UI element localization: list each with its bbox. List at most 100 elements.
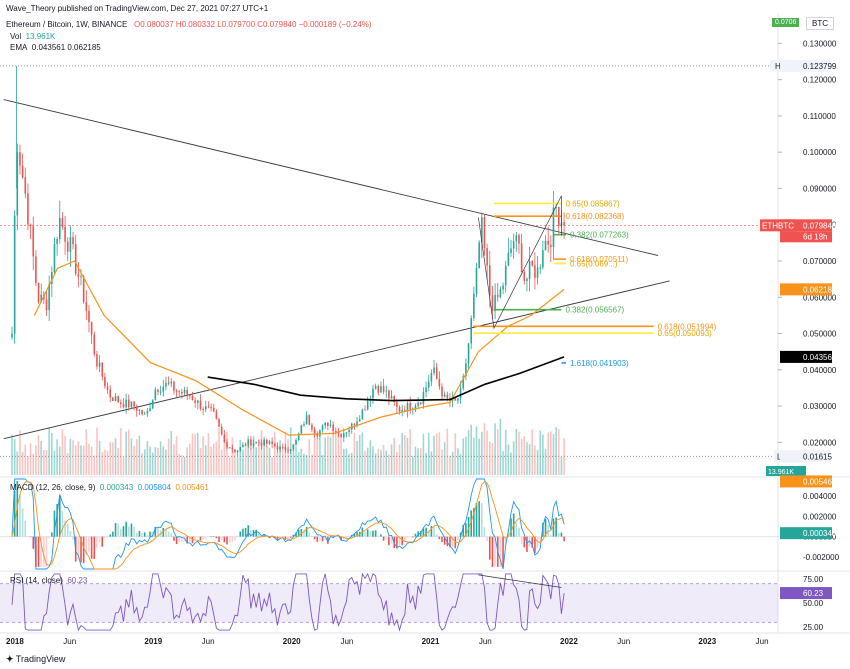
macd-histogram-bar bbox=[215, 536, 218, 539]
macd-histogram-bar bbox=[308, 532, 311, 537]
macd-histogram-bar bbox=[127, 526, 130, 537]
macd-tick-label: -0.002000 bbox=[803, 553, 840, 562]
fib-anchor-lines bbox=[478, 195, 562, 330]
macd-histogram-bar bbox=[162, 527, 165, 537]
candle-body bbox=[96, 354, 98, 367]
macd-histogram-bar bbox=[292, 534, 295, 537]
macd-histogram-bar bbox=[109, 534, 112, 537]
macd-histogram-bar bbox=[443, 536, 446, 545]
candle-body bbox=[406, 403, 409, 412]
volume-bar bbox=[459, 454, 462, 475]
candle-body bbox=[372, 388, 374, 399]
macd-histogram-bar bbox=[289, 536, 292, 538]
candle-body bbox=[563, 222, 565, 226]
volume-bar bbox=[48, 428, 50, 475]
macd-histogram-bar bbox=[11, 536, 13, 538]
volume-bar bbox=[154, 447, 157, 475]
candle-body bbox=[417, 402, 419, 406]
volume-bar bbox=[528, 444, 531, 475]
volume-bar bbox=[364, 450, 366, 475]
volume-bar bbox=[393, 437, 396, 475]
macd-histogram-bar bbox=[539, 536, 542, 543]
volume-bar bbox=[332, 429, 334, 475]
macd-histogram-bar bbox=[510, 518, 512, 537]
macd-histogram-bar bbox=[451, 536, 454, 548]
candle-body bbox=[260, 442, 263, 446]
macd-histogram-bar bbox=[138, 530, 141, 537]
price-tick-label: 0.100000 bbox=[803, 148, 837, 157]
macd-histogram-bar bbox=[120, 528, 122, 537]
volume-bar bbox=[390, 444, 393, 475]
volume-bar bbox=[297, 452, 300, 475]
volume-bar bbox=[486, 430, 488, 475]
candle-body bbox=[61, 217, 64, 227]
candle-body bbox=[104, 376, 106, 387]
volume-bar bbox=[141, 453, 143, 475]
candle-body bbox=[441, 386, 443, 397]
candle-body bbox=[191, 395, 194, 401]
rsi-divergence-line bbox=[478, 574, 562, 588]
macd-histogram-bar bbox=[438, 536, 441, 540]
macd-histogram-bar bbox=[319, 536, 321, 541]
candle-body bbox=[427, 381, 430, 388]
macd-histogram-bar bbox=[419, 531, 422, 537]
volume-bar bbox=[361, 432, 364, 475]
currency-button[interactable]: BTC bbox=[806, 17, 834, 30]
volume-bar bbox=[236, 456, 239, 475]
macd-histogram-bar bbox=[441, 536, 443, 542]
macd-histogram-bar bbox=[29, 536, 32, 538]
macd-histogram-bar bbox=[90, 536, 93, 559]
candle-body bbox=[303, 423, 305, 426]
time-tick-label: 2023 bbox=[698, 637, 716, 646]
fib-level-label: 0.65(0.050093) bbox=[658, 329, 713, 338]
volume-bar bbox=[305, 454, 308, 475]
volume-bar bbox=[260, 430, 263, 475]
symbol-name[interactable]: Ethereum / Bitcoin, 1W, BINANCE bbox=[6, 20, 128, 29]
macd-histogram-bar bbox=[204, 536, 207, 539]
macd-histogram-bar bbox=[457, 536, 459, 541]
macd-histogram-bar bbox=[544, 518, 547, 537]
volume-bar bbox=[80, 445, 82, 475]
volume-bar bbox=[382, 444, 385, 475]
volume-bar bbox=[239, 440, 242, 475]
macd-histogram-bar bbox=[64, 520, 66, 537]
volume-bar bbox=[377, 448, 380, 475]
volume-bar bbox=[138, 435, 141, 475]
volume-bar bbox=[40, 440, 42, 475]
candle-body bbox=[175, 390, 178, 392]
volume-bar bbox=[401, 433, 403, 475]
volume-bar bbox=[56, 439, 58, 475]
volume-bar bbox=[385, 450, 388, 475]
volume-bar bbox=[465, 436, 467, 475]
candle-body bbox=[496, 294, 499, 298]
candle-body bbox=[550, 244, 552, 247]
macd-histogram-bar bbox=[242, 528, 244, 537]
volume-bar bbox=[234, 451, 236, 475]
candle-body bbox=[135, 406, 138, 411]
volume-bar bbox=[35, 445, 37, 475]
macd-histogram-bar bbox=[32, 536, 35, 549]
candle-body bbox=[77, 273, 80, 277]
candle-body bbox=[276, 446, 279, 450]
candle-body bbox=[234, 449, 236, 453]
volume-bar bbox=[324, 437, 327, 475]
macd-tick-label: 0.004000 bbox=[803, 492, 837, 501]
candle-body bbox=[266, 439, 268, 444]
macd-histogram-bar bbox=[53, 510, 56, 537]
volume-bar bbox=[441, 449, 443, 475]
macd-histogram-bar bbox=[43, 536, 45, 567]
candle-body bbox=[51, 272, 53, 285]
candle-body bbox=[29, 224, 32, 227]
candle-body bbox=[467, 343, 470, 364]
candle-body bbox=[120, 402, 122, 404]
macd-histogram-bar bbox=[48, 536, 50, 539]
candle-body bbox=[112, 397, 114, 402]
candle-body bbox=[377, 385, 380, 393]
macd-histogram-bar bbox=[27, 536, 29, 537]
candle-body bbox=[414, 405, 417, 409]
volume-bar bbox=[122, 456, 125, 475]
volume-bar bbox=[268, 447, 271, 475]
volume-bar bbox=[419, 448, 422, 475]
volume-bar bbox=[427, 433, 430, 475]
